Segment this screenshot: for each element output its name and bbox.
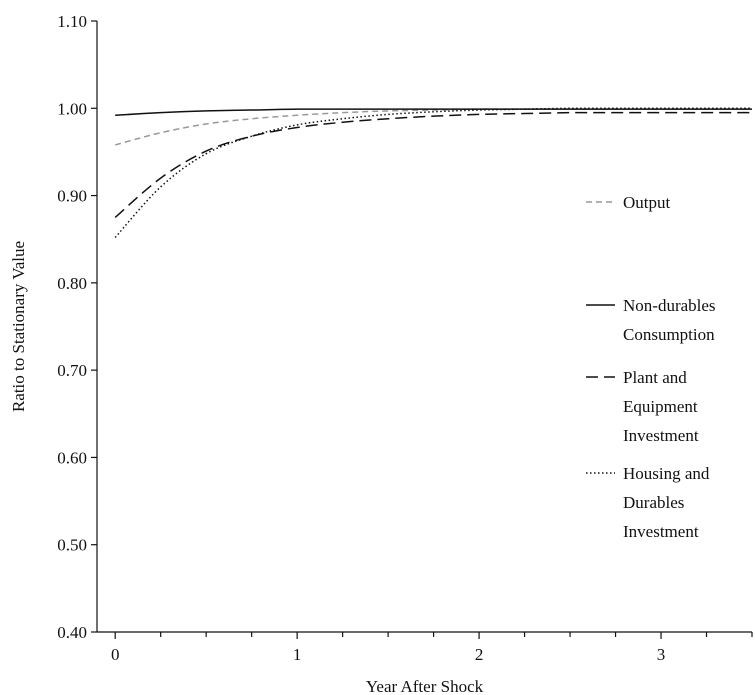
series-line-non-durables-consumption (115, 108, 752, 117)
legend-label-non-durables-consumption: Consumption (623, 325, 715, 344)
legend-label-housing-and-durables-investment: Housing and (623, 464, 710, 483)
legend-label-plant-and-equipment-investment: Investment (623, 426, 699, 445)
legend-label-housing-and-durables-investment: Durables (623, 493, 684, 512)
legend: Output Non-durables Consumption Plant and Eq… (586, 193, 716, 541)
series-layer (114, 107, 752, 238)
y-tick-label: 0.50 (57, 536, 87, 555)
x-tick-label: 3 (657, 645, 666, 664)
axes: 0.40 0.50 0.60 0.70 0.80 0.90 1.00 1.10 0 1 2 3 Year… (9, 12, 753, 695)
x-tick-label: 0 (111, 645, 120, 664)
x-tick-label: 2 (475, 645, 484, 664)
series-line-output (114, 108, 752, 146)
legend-label-output: Output (623, 193, 671, 212)
y-tick-label: 0.40 (57, 623, 87, 642)
legend-label-plant-and-equipment-investment: Plant and (623, 368, 687, 387)
series-line-plant-and-equipment-investment (114, 111, 752, 218)
y-tick-label: 0.70 (57, 361, 87, 380)
y-tick-label: 0.80 (57, 274, 87, 293)
x-axis-title: Year After Shock (366, 677, 484, 695)
y-tick-label: 1.00 (57, 99, 87, 118)
x-tick-label: 1 (293, 645, 302, 664)
legend-label-housing-and-durables-investment: Investment (623, 522, 699, 541)
legend-label-plant-and-equipment-investment: Equipment (623, 397, 698, 416)
series-line-housing-and-durables-investment (114, 107, 752, 238)
y-tick-label: 0.60 (57, 448, 87, 467)
y-tick-label: 0.90 (57, 187, 87, 206)
y-tick-label: 1.10 (57, 12, 87, 31)
legend-label-non-durables-consumption: Non-durables (623, 296, 716, 315)
y-axis-title: Ratio to Stationary Value (9, 241, 28, 412)
